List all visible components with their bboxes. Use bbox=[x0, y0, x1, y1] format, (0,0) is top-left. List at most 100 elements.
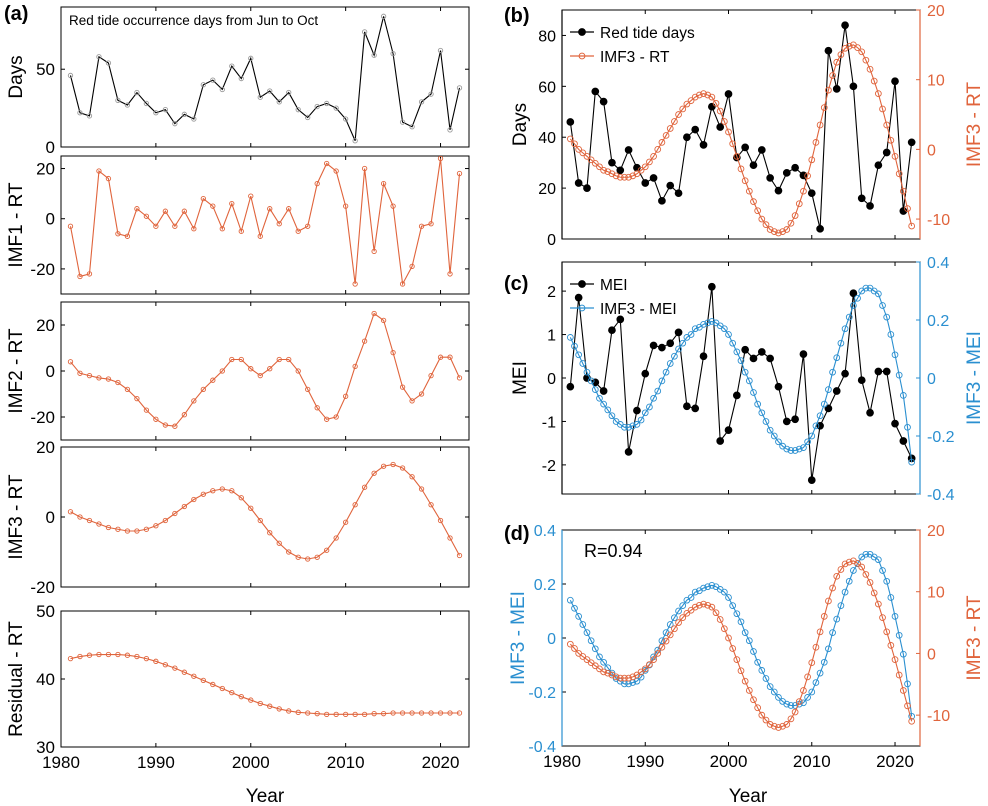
data-point-a5-0 bbox=[172, 665, 178, 671]
data-point-b-0 bbox=[666, 181, 675, 190]
legend-label-c-1: IMF3 - MEI bbox=[600, 301, 677, 318]
data-point-b-1 bbox=[608, 170, 616, 178]
y-tick-label-d: 0.2 bbox=[534, 577, 556, 594]
data-point-a3-0 bbox=[361, 338, 368, 344]
data-point-b-1 bbox=[820, 104, 828, 111]
data-point-c-0 bbox=[882, 367, 891, 376]
data-point-b-0 bbox=[658, 196, 666, 205]
y-tick-label-a3: 0 bbox=[46, 362, 55, 381]
data-point-d-1 bbox=[571, 645, 578, 652]
data-point-b-1 bbox=[575, 146, 583, 153]
data-point-a3-0 bbox=[86, 372, 93, 379]
data-point-a1-0 bbox=[248, 55, 254, 61]
data-point-b-1 bbox=[658, 139, 666, 146]
data-point-a4-0 bbox=[124, 528, 131, 534]
data-point-d-0 bbox=[675, 607, 682, 615]
data-point-c-0 bbox=[724, 426, 733, 434]
data-point-d-0 bbox=[571, 604, 578, 612]
data-point-c-1 bbox=[691, 325, 699, 333]
data-point-d-1 bbox=[666, 631, 674, 639]
data-point-c-0 bbox=[732, 391, 741, 400]
data-point-c-0 bbox=[566, 382, 575, 391]
data-point-c-0 bbox=[749, 354, 758, 363]
data-point-d-0 bbox=[837, 602, 845, 609]
data-point-c-1 bbox=[641, 409, 649, 417]
data-point-b-1 bbox=[875, 90, 882, 97]
data-point-d-0 bbox=[729, 602, 737, 609]
data-point-c-1 bbox=[650, 394, 657, 402]
data-point-d-0 bbox=[754, 658, 762, 666]
data-point-d-1 bbox=[625, 674, 632, 682]
panel-label-c: (c) bbox=[504, 273, 528, 295]
data-point-a1-0 bbox=[409, 124, 415, 130]
data-point-b-0 bbox=[566, 118, 575, 126]
data-point-a1-0 bbox=[67, 72, 74, 79]
data-point-a2-0 bbox=[371, 248, 377, 255]
data-point-c-1 bbox=[816, 412, 824, 420]
data-point-b-0 bbox=[624, 146, 633, 154]
data-point-a5-0 bbox=[229, 689, 235, 696]
series-a3-0 bbox=[67, 310, 463, 429]
data-point-a2-0 bbox=[380, 180, 387, 187]
y-tick-label-b: 80 bbox=[538, 28, 556, 45]
series-d-0 bbox=[566, 550, 916, 720]
data-point-a1-0 bbox=[314, 103, 320, 110]
data-point-a4-0 bbox=[380, 463, 387, 469]
data-point-d-1 bbox=[650, 656, 657, 663]
data-point-b-1 bbox=[754, 207, 762, 215]
data-point-b-0 bbox=[616, 166, 625, 175]
data-point-d-1 bbox=[787, 715, 795, 723]
data-point-a3-0 bbox=[67, 359, 74, 365]
data-point-a5-0 bbox=[210, 681, 216, 688]
data-point-b-1 bbox=[579, 149, 587, 157]
data-point-c-1 bbox=[791, 447, 799, 454]
data-point-d-1 bbox=[646, 661, 653, 668]
data-point-b-0 bbox=[699, 141, 708, 149]
data-point-d-0 bbox=[737, 618, 745, 626]
data-point-b-0 bbox=[907, 138, 916, 147]
data-point-b-1 bbox=[729, 140, 737, 148]
data-point-a2-0 bbox=[96, 168, 102, 174]
data-point-c-1 bbox=[800, 444, 807, 451]
data-point-b-1 bbox=[679, 105, 687, 113]
data-point-a1-0 bbox=[324, 100, 330, 107]
data-point-d-1 bbox=[858, 563, 866, 571]
data-point-b-1 bbox=[671, 118, 678, 125]
data-point-d-0 bbox=[671, 614, 678, 622]
data-point-b-1 bbox=[795, 200, 803, 208]
data-point-d-0 bbox=[816, 669, 824, 677]
data-point-d-1 bbox=[825, 597, 832, 605]
data-point-a4-0 bbox=[96, 521, 102, 527]
data-point-a1-0 bbox=[361, 29, 368, 35]
data-point-b-0 bbox=[774, 186, 783, 195]
data-point-a3-0 bbox=[257, 372, 263, 379]
data-point-b-1 bbox=[816, 121, 824, 129]
data-point-d-1 bbox=[700, 600, 707, 608]
data-point-a4-0 bbox=[399, 465, 406, 471]
chart-a3: -20 0 20 IMF2 - RT bbox=[6, 301, 470, 441]
data-point-a1-0 bbox=[390, 51, 396, 57]
y-tick-label-a3: -20 bbox=[30, 408, 55, 427]
data-point-a4-0 bbox=[67, 509, 74, 515]
data-point-a4-0 bbox=[286, 549, 292, 555]
data-point-d-0 bbox=[745, 637, 753, 645]
data-point-c-0 bbox=[791, 415, 799, 424]
data-point-c-1 bbox=[904, 423, 911, 431]
data-point-a2-0 bbox=[191, 226, 197, 232]
data-point-b-1 bbox=[591, 159, 599, 167]
data-point-a4-0 bbox=[456, 552, 463, 559]
data-point-d-1 bbox=[854, 559, 861, 567]
data-point-d-0 bbox=[679, 602, 687, 609]
data-point-b-1 bbox=[841, 44, 849, 52]
data-point-c-1 bbox=[666, 360, 674, 367]
data-point-a5-0 bbox=[418, 710, 425, 716]
data-point-c-1 bbox=[587, 377, 595, 385]
data-point-c-1 bbox=[583, 368, 591, 376]
data-point-a5-0 bbox=[257, 700, 263, 707]
data-point-d-1 bbox=[845, 558, 853, 566]
data-point-b-1 bbox=[862, 56, 870, 64]
legend-label-c-0: MEI bbox=[600, 277, 628, 294]
data-point-b-1 bbox=[779, 228, 786, 235]
data-point-d-1 bbox=[879, 614, 886, 621]
data-point-d-0 bbox=[800, 699, 807, 707]
